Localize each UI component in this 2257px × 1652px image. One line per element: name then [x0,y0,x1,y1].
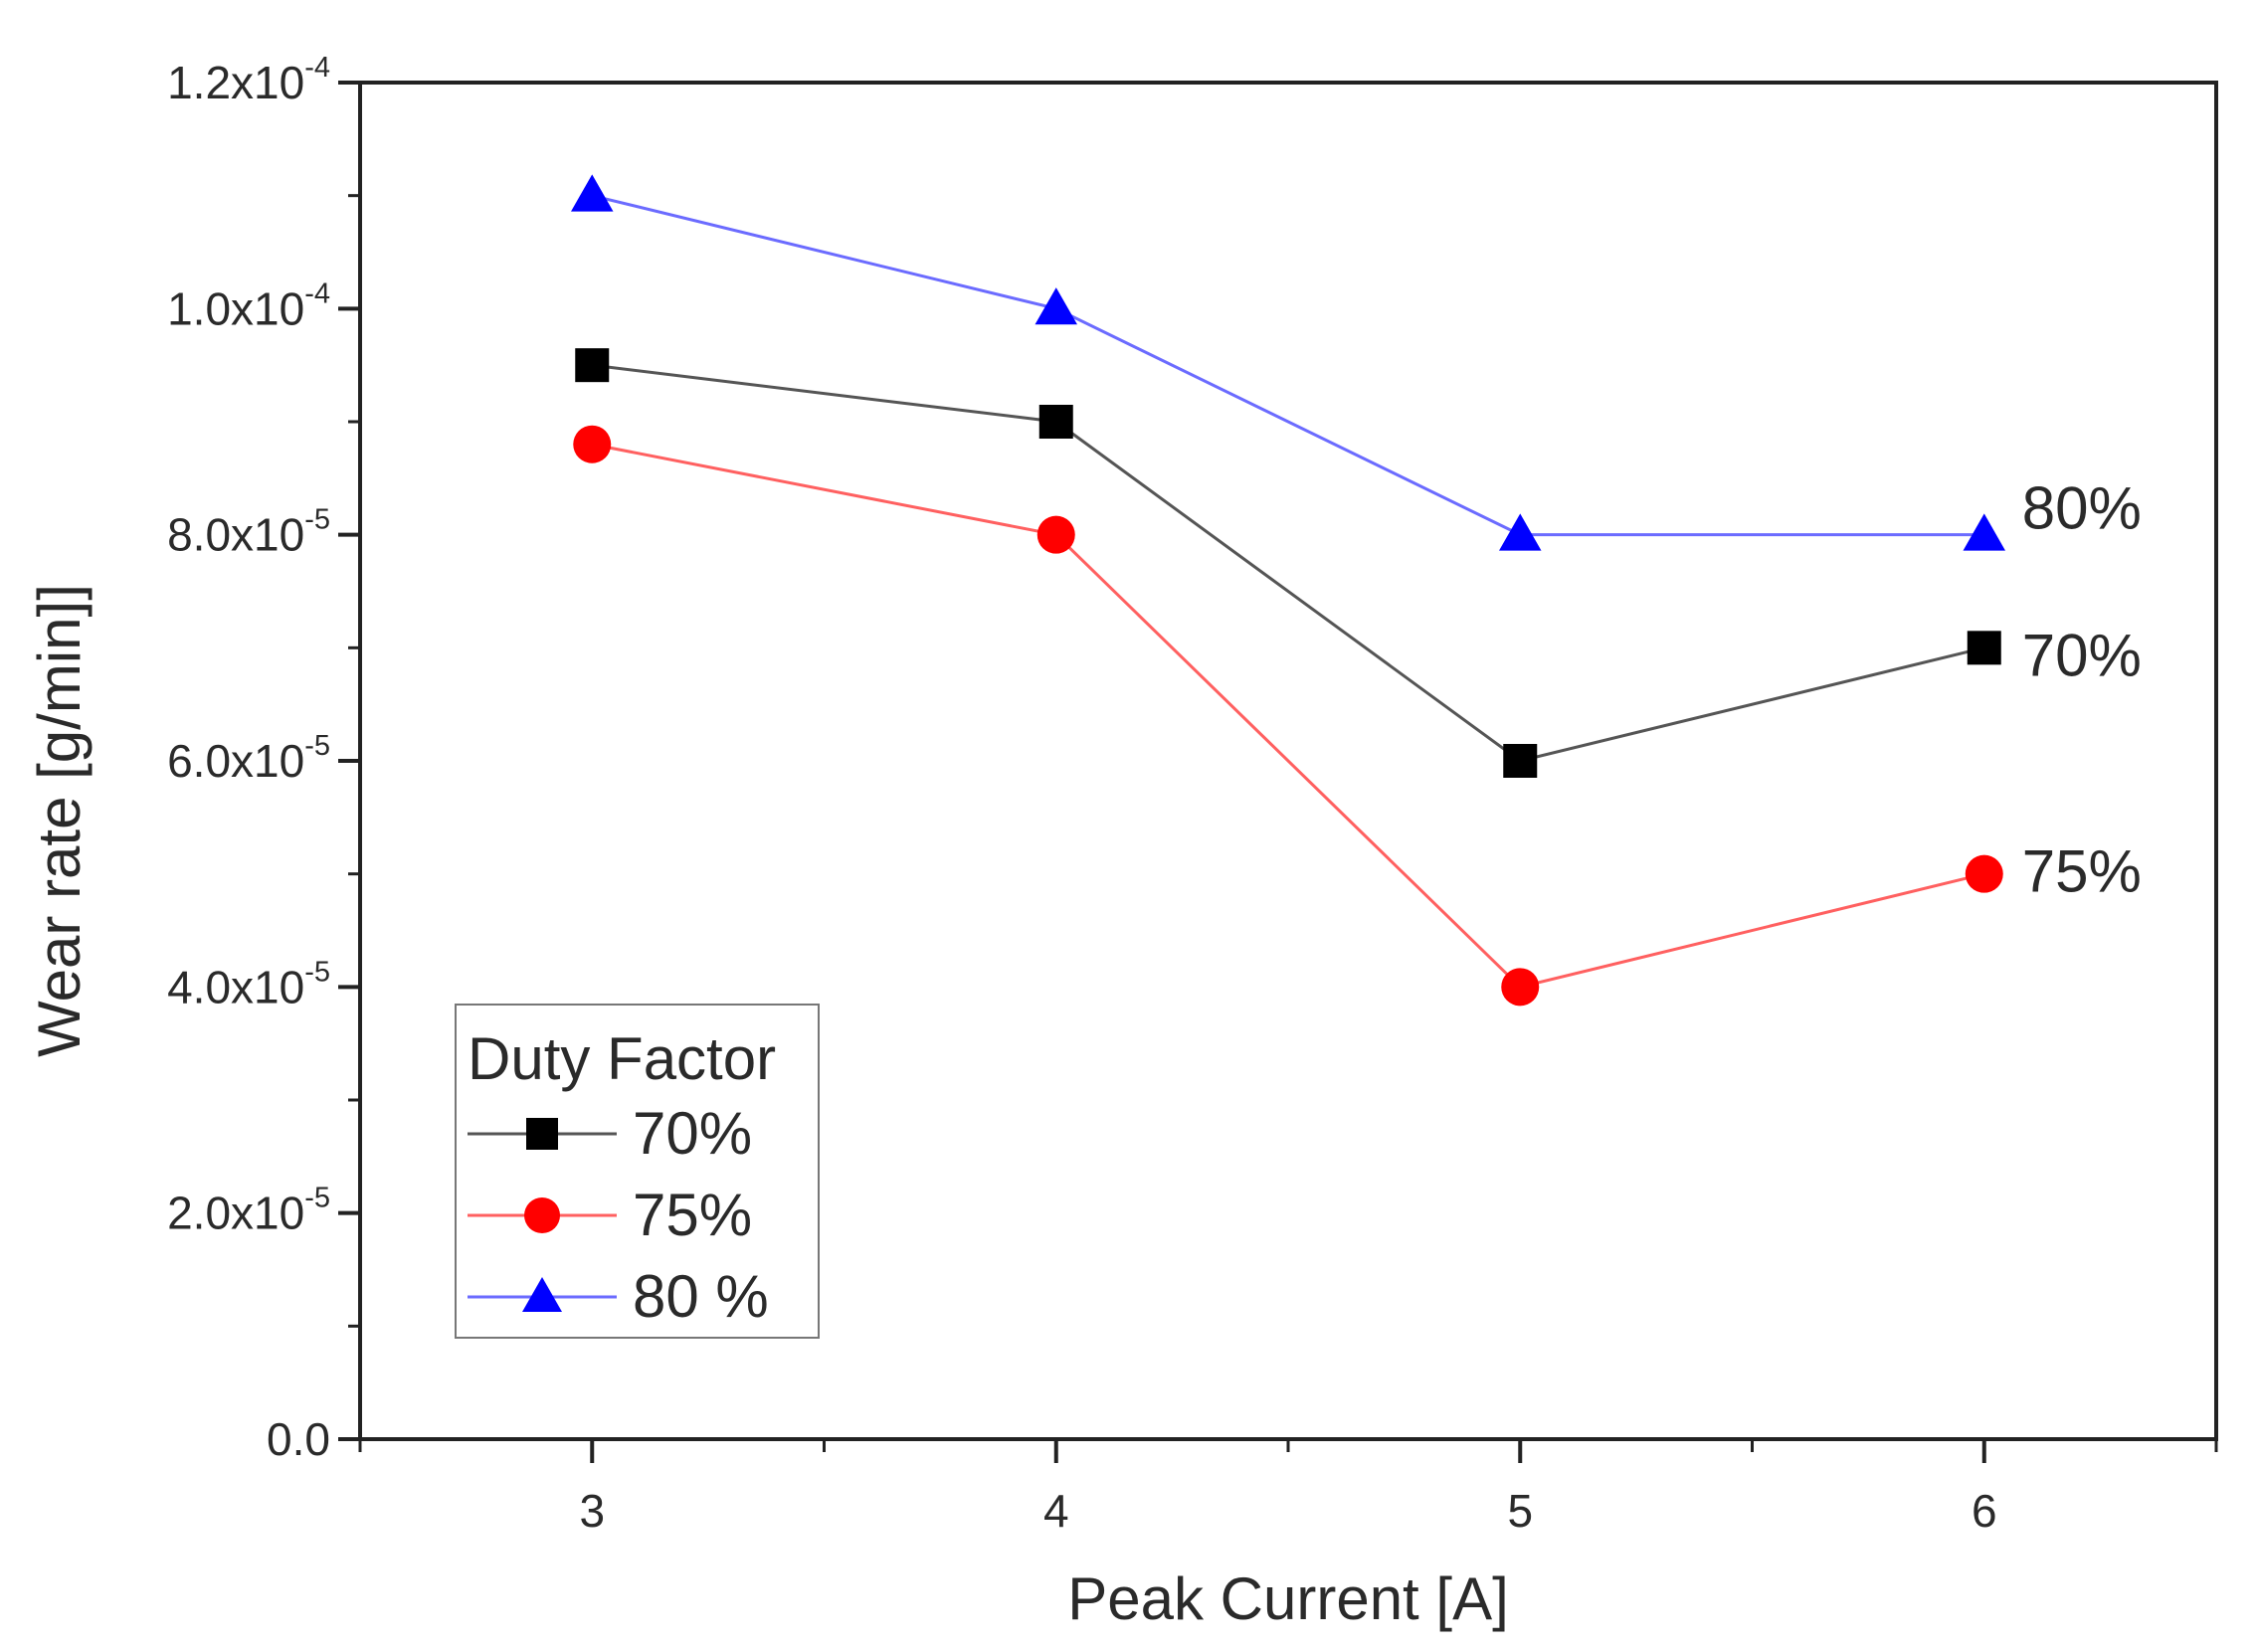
series-end-label-0: 70% [2022,622,2142,688]
x-tick-label: 5 [1507,1485,1533,1537]
data-point-1-3 [1965,854,2003,893]
x-axis-title: Peak Current [A] [1067,1565,1509,1632]
series-end-label-2: 80% [2022,475,2142,542]
legend-marker [522,1277,562,1312]
y-tick-label: 6.0x10-5 [167,730,330,787]
legend-entries: 70% 75% 80 % [468,1100,769,1330]
data-point-0-0 [575,348,610,383]
y-tick-label: 1.2x10-4 [167,52,330,108]
y-axis-title: Wear rate [g/min]] [26,584,93,1057]
data-point-2-0 [571,174,614,212]
y-axis-ticks: 0.0 2.0x10-5 4.0x10-5 6.0x10-5 8.0x10-5 1.0x1… [167,52,360,1465]
data-point-1-0 [573,425,612,463]
data-point-0-2 [1503,744,1538,778]
x-tick-label: 3 [579,1485,605,1537]
y-tick-label: 8.0x10-5 [167,504,330,561]
legend-entry-label: 75% [633,1182,752,1248]
x-tick-label: 4 [1043,1485,1069,1537]
data-point-2-2 [1499,513,1542,551]
y-tick-label: 1.0x10-4 [167,277,330,334]
series-end-labels: 70% 75% 80% [2022,475,2142,905]
data-point-1-2 [1501,968,1540,1007]
data-point-0-1 [1038,405,1073,439]
x-tick-label: 6 [1972,1485,1997,1537]
series-line-2 [591,194,1984,537]
series-line-1 [591,443,1985,989]
series-end-label-1: 75% [2022,838,2142,905]
series-line-0 [592,363,1985,763]
x-axis-ticks: 3 4 5 6 [358,1439,2218,1537]
data-point-1-1 [1036,515,1075,554]
data-point-2-3 [1963,513,2005,551]
legend-entry-label: 80 % [633,1263,769,1330]
legend-box [455,1004,820,1339]
y-tick-label: 2.0x10-5 [167,1183,330,1239]
y-tick-label: 4.0x10-5 [167,956,330,1012]
legend: Duty Factor 70% 75% 80 % [455,1004,820,1339]
series-lines [591,194,1985,989]
series-markers [571,174,2005,1007]
legend-marker [524,1197,560,1233]
legend-title: Duty Factor [468,1025,776,1092]
legend-entry-label: 70% [633,1100,752,1167]
data-point-0-3 [1967,631,2001,665]
data-point-2-1 [1034,287,1077,325]
y-tick-label: 0.0 [267,1413,330,1465]
legend-marker [526,1118,558,1150]
